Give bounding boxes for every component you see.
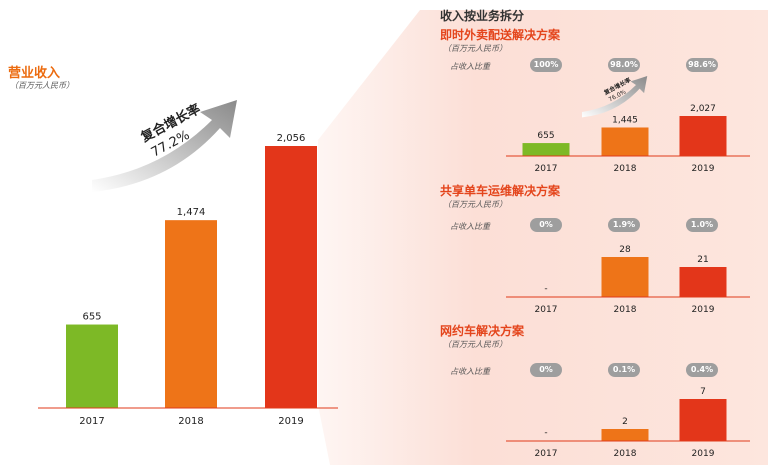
x-tick-label: 2019 [692, 164, 715, 174]
x-tick-label: 2019 [278, 416, 303, 427]
bar-2019 [679, 116, 727, 156]
bar-2017 [522, 143, 570, 156]
bike-title: 共享单车运维解决方案 [440, 184, 561, 198]
ride-hailing-title: 网约车解决方案 [440, 324, 525, 338]
bar-2019 [265, 146, 317, 408]
bike-unit: （百万元人民币） [443, 200, 507, 209]
data-label: 655 [537, 131, 554, 141]
x-tick-label: 2018 [614, 164, 637, 174]
data-label: 21 [697, 255, 708, 265]
share-pill: 0.1% [608, 363, 640, 377]
ride-hailing-chart: - 2017 2 2018 7 2019 [506, 387, 750, 459]
main-unit: （百万元人民币） [10, 81, 74, 90]
bar-2019 [679, 267, 727, 297]
food-delivery-unit: （百万元人民币） [443, 44, 507, 53]
share-pill: 1.0% [686, 218, 718, 232]
food-share-label: 占收入比重 [450, 62, 490, 71]
data-label: - [544, 428, 547, 438]
data-label: 1,445 [612, 115, 638, 125]
bike-share-label: 占收入比重 [450, 222, 490, 231]
ride-share-label: 占收入比重 [450, 367, 490, 376]
food-delivery-title: 即时外卖配送解决方案 [440, 28, 561, 42]
share-pill: 1.9% [608, 218, 640, 232]
share-pill: 0% [530, 363, 562, 377]
bar-2018 [165, 220, 217, 408]
share-pill: 0% [530, 218, 562, 232]
share-pill: 0.4% [686, 363, 718, 377]
bar-2018 [601, 257, 649, 297]
data-label: 28 [619, 245, 631, 255]
x-tick-label: 2018 [614, 449, 637, 459]
x-tick-label: 2017 [535, 305, 558, 315]
data-label: 2,027 [690, 104, 716, 114]
ride-hailing-unit: （百万元人民币） [443, 340, 507, 349]
x-tick-label: 2017 [535, 449, 558, 459]
data-label: 655 [82, 312, 101, 323]
x-tick-label: 2019 [692, 449, 715, 459]
share-pill: 98.0% [608, 58, 640, 72]
x-tick-label: 2019 [692, 305, 715, 315]
data-label: 7 [700, 387, 706, 397]
bar-2019 [679, 399, 727, 441]
bike-chart: - 2017 28 2018 21 2019 [506, 245, 750, 315]
data-label: 1,474 [177, 207, 206, 218]
x-tick-label: 2018 [614, 305, 637, 315]
share-pill: 100% [530, 58, 562, 72]
bar-2018 [601, 429, 649, 441]
x-tick-label: 2017 [535, 164, 558, 174]
x-tick-label: 2017 [79, 416, 104, 427]
x-tick-label: 2018 [178, 416, 203, 427]
data-label: 2,056 [277, 133, 306, 144]
data-label: - [544, 284, 547, 294]
bar-2018 [601, 127, 649, 156]
bar-2017 [66, 324, 118, 408]
breakdown-title: 收入按业务拆分 [440, 9, 525, 23]
share-pill: 98.6% [686, 58, 718, 72]
arrow-shape [92, 100, 237, 192]
arrow-shape [582, 76, 648, 118]
data-label: 2 [622, 417, 628, 427]
main-title: 营业收入 [8, 66, 61, 81]
